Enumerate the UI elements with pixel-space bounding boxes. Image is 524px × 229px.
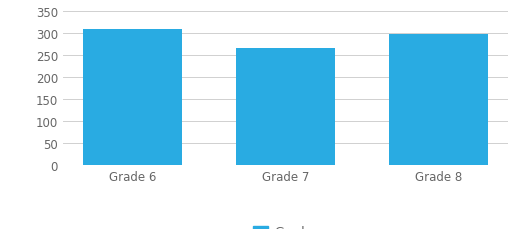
Legend: Grades: Grades <box>253 226 319 229</box>
Bar <box>236 49 335 165</box>
Bar <box>83 30 182 165</box>
Bar <box>389 35 488 165</box>
